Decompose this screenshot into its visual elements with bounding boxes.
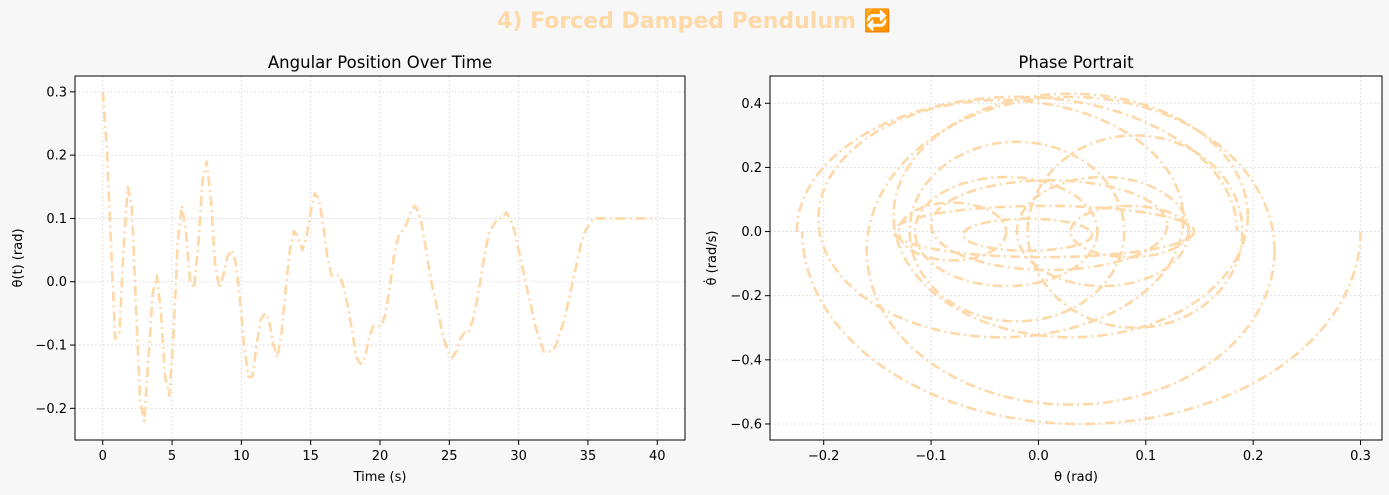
x-tick-label: 0.3	[1350, 449, 1371, 464]
grid	[770, 76, 1382, 440]
x-tick-label: 0	[99, 449, 107, 464]
x-tick-label: −0.2	[808, 449, 840, 464]
x-tick-label: −0.1	[915, 449, 947, 464]
x-axis-label: θ (rad)	[1054, 470, 1098, 485]
x-tick-label: 35	[580, 449, 597, 464]
x-tick-label: 15	[302, 449, 319, 464]
x-tick-label: 0.2	[1243, 449, 1264, 464]
x-tick-label: 0.1	[1135, 449, 1156, 464]
x-tick-label: 20	[372, 449, 389, 464]
y-tick-label: −0.2	[730, 289, 762, 304]
x-tick-label: 25	[441, 449, 458, 464]
x-tick-label: 30	[510, 449, 527, 464]
phase-trajectory	[795, 95, 1239, 232]
x-ticks: 0 5 10 15 20 25 30 35 40	[99, 440, 666, 464]
phase-trajectory	[897, 201, 1008, 262]
phase-trajectory	[1026, 134, 1244, 329]
series-line	[101, 91, 656, 423]
axes-phase-portrait: −0.2 −0.1 0.0 0.1 0.2 0.3 −0.6 −0.4 −0.2 0.0 0.2 0…	[704, 53, 1383, 485]
grid	[75, 76, 685, 440]
y-tick-label: −0.2	[35, 402, 67, 417]
phase-trajectory	[892, 204, 1196, 259]
series-layer	[795, 92, 1362, 426]
y-tick-label: −0.4	[730, 353, 762, 368]
axes-angular-position: 0 5 10 15 20 25 30 35 40 −0.2 −0.1 0.0 0.1 0.2 0.3 An…	[11, 53, 686, 485]
x-axis-label: Time (s)	[353, 470, 407, 485]
axes-title: Phase Portrait	[1018, 53, 1134, 72]
y-tick-label: 0.0	[741, 225, 762, 240]
figure-suptitle: 4) Forced Damped Pendulum 🔁	[497, 8, 891, 34]
plot-area	[770, 76, 1382, 440]
phase-trajectory	[865, 95, 1276, 406]
axes-frame	[769, 75, 1383, 441]
y-ticks: −0.2 −0.1 0.0 0.1 0.2 0.3	[35, 85, 75, 417]
y-tick-label: 0.2	[741, 161, 762, 176]
y-tick-label: −0.6	[730, 417, 762, 432]
y-axis-label: θ̇ (rad/s)	[704, 231, 720, 286]
x-tick-label: 40	[649, 449, 666, 464]
phase-trajectory	[1015, 175, 1190, 288]
phase-trajectory	[929, 179, 1169, 272]
x-tick-label: 10	[233, 449, 250, 464]
phase-trajectory	[913, 175, 1099, 288]
y-ticks: −0.6 −0.4 −0.2 0.0 0.2 0.4	[730, 97, 770, 432]
phase-trajectory	[908, 140, 1126, 323]
y-tick-label: 0.3	[46, 85, 67, 100]
phase-trajectory	[892, 92, 1250, 339]
x-tick-label: 5	[168, 449, 176, 464]
x-tick-label: 0.0	[1028, 449, 1049, 464]
y-tick-label: 0.1	[46, 212, 67, 227]
x-ticks: −0.2 −0.1 0.0 0.1 0.2 0.3	[808, 440, 1371, 464]
y-tick-label: 0.4	[741, 97, 762, 112]
y-tick-label: −0.1	[35, 339, 67, 354]
phase-trajectory	[800, 231, 1362, 426]
y-tick-label: 0.0	[46, 275, 67, 290]
y-tick-label: 0.2	[46, 149, 67, 164]
series-layer	[101, 91, 656, 423]
phase-trajectory	[817, 98, 1185, 339]
axes-title: Angular Position Over Time	[268, 53, 492, 72]
y-axis-label: θ(t) (rad)	[11, 228, 26, 287]
